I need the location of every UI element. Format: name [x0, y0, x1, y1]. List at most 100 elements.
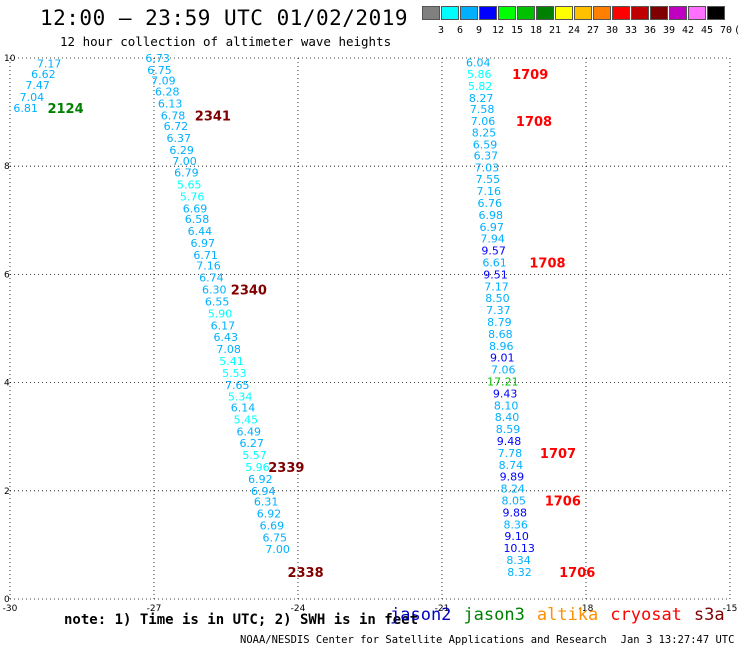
wave-height-value: 5.57: [242, 449, 267, 462]
orbit-label: 1708: [529, 256, 565, 271]
scale-label: 18: [529, 25, 543, 36]
wave-height-value: 7.37: [486, 304, 511, 317]
wave-height-value: 8.32: [507, 566, 532, 579]
wave-height-value: 5.76: [180, 190, 205, 203]
scale-swatch: [555, 6, 573, 20]
scale-label: 21: [548, 25, 562, 36]
wave-height-value: 5.90: [208, 307, 233, 320]
wave-height-value: 7.16: [196, 260, 221, 273]
wave-height-value: 6.94: [251, 485, 276, 498]
wave-height-value: 5.34: [228, 391, 253, 404]
chart-title: 12:00 – 23:59 UTC 01/02/2019: [40, 6, 409, 30]
wave-height-value: 5.41: [219, 355, 244, 368]
orbit-label: 2124: [47, 102, 83, 117]
wave-height-value: 7.09: [151, 75, 176, 88]
wave-height-value: 8.50: [485, 292, 510, 305]
scale-swatch: [479, 6, 497, 20]
wave-height-value: 6.92: [248, 473, 273, 486]
wave-height-value: 8.96: [489, 340, 514, 353]
wave-height-value: 8.40: [495, 411, 520, 424]
wave-height-value: 8.05: [502, 495, 527, 508]
wave-height-value: 8.34: [506, 554, 531, 567]
orbit-label: 2341: [195, 109, 231, 124]
wave-height-value: 6.71: [193, 249, 218, 262]
y-tick-label: 0: [4, 595, 10, 605]
wave-height-value: 6.58: [185, 213, 210, 226]
scale-swatch: [612, 6, 630, 20]
wave-height-value: 9.10: [504, 530, 529, 543]
scale-label: 36: [643, 25, 657, 36]
x-tick-label: -30: [3, 604, 18, 614]
wave-height-value: 9.89: [500, 471, 524, 484]
scale-label: 6: [456, 25, 464, 36]
wave-height-value: 7.00: [172, 155, 197, 168]
satellite-legend: jason2 jason3 altika cryosat s3a: [390, 605, 737, 625]
y-tick-label: 8: [4, 162, 10, 172]
wave-height-value: 8.25: [472, 127, 497, 140]
orbit-label: 1709: [512, 68, 548, 83]
wave-height-value: 6.92: [257, 508, 282, 521]
scale-label: (ft): [734, 25, 740, 36]
scale-label: 39: [662, 25, 676, 36]
wave-height-value: 5.53: [222, 367, 247, 380]
x-tick-label: -18: [579, 604, 594, 614]
wave-height-value: 6.37: [166, 132, 191, 145]
wave-height-value: 7.08: [216, 343, 241, 356]
wave-height-value: 7.65: [225, 379, 250, 392]
wave-height-value: 6.59: [473, 139, 498, 152]
wave-height-value: 8.27: [469, 92, 494, 105]
wave-height-value: 7.06: [471, 115, 496, 128]
wave-height-value: 6.69: [260, 519, 285, 532]
scale-swatch: [688, 6, 706, 20]
scale-label: 3: [437, 25, 445, 36]
wave-height-value: 10.13: [503, 542, 535, 555]
scale-swatch: [574, 6, 592, 20]
y-tick-label: 10: [4, 54, 16, 64]
orbit-label: 1706: [545, 495, 581, 510]
wave-height-value: 6.55: [205, 295, 230, 308]
wave-height-value: 7.16: [477, 185, 502, 198]
scale-swatch: [517, 6, 535, 20]
scale-swatch: [631, 6, 649, 20]
wave-height-value: 8.68: [488, 328, 512, 341]
wave-height-value: 6.72: [164, 120, 189, 133]
wave-height-value: 6.75: [262, 531, 287, 544]
x-tick-label: -15: [723, 604, 738, 614]
wave-height-value: 6.97: [479, 221, 504, 234]
timestamp: Jan 3 13:27:47 UTC 2019: [620, 634, 740, 646]
wave-height-value: 6.27: [239, 437, 264, 450]
wave-height-value: 6.74: [199, 272, 224, 285]
wave-height-value: 7.47: [25, 79, 50, 92]
legend-item-s3a: s3a: [693, 605, 725, 625]
wave-height-value: 9.88: [502, 506, 526, 519]
wave-height-value: 5.86: [467, 68, 492, 81]
scale-label: 42: [681, 25, 695, 36]
credit-text: NOAA/NESDIS Center for Satellite Applica…: [240, 634, 607, 646]
wave-height-value: 6.13: [158, 97, 183, 110]
wave-height-value: 6.81: [13, 102, 38, 115]
wave-height-value: 9.57: [481, 245, 506, 258]
wave-height-value: 6.69: [183, 202, 208, 215]
scale-swatch: [707, 6, 725, 20]
scale-label: 24: [567, 25, 581, 36]
wave-height-value: 8.36: [503, 518, 528, 531]
wave-height-value: 6.73: [145, 52, 170, 65]
scale-swatch: [593, 6, 611, 20]
wave-height-value: 7.17: [484, 280, 509, 293]
scale-label: 45: [700, 25, 714, 36]
orbit-label: 1708: [516, 115, 552, 130]
legend-item-altika: altika: [536, 605, 599, 625]
footer-note: note: 1) Time is in UTC; 2) SWH is in fe…: [64, 612, 419, 628]
scale-label: 70: [719, 25, 733, 36]
orbit-label: 2340: [231, 284, 267, 299]
footer-credit: NOAA/NESDIS Center for Satellite Applica…: [240, 634, 740, 646]
legend-item-jason2: jason2: [390, 605, 452, 625]
y-tick-label: 4: [4, 379, 10, 389]
scale-swatch: [650, 6, 668, 20]
wave-height-value: 5.65: [177, 179, 202, 192]
wave-height-value: 6.04: [466, 56, 491, 69]
scale-swatch: [460, 6, 478, 20]
orbit-label: 1706: [559, 566, 595, 581]
wave-height-value: 6.30: [202, 284, 227, 297]
